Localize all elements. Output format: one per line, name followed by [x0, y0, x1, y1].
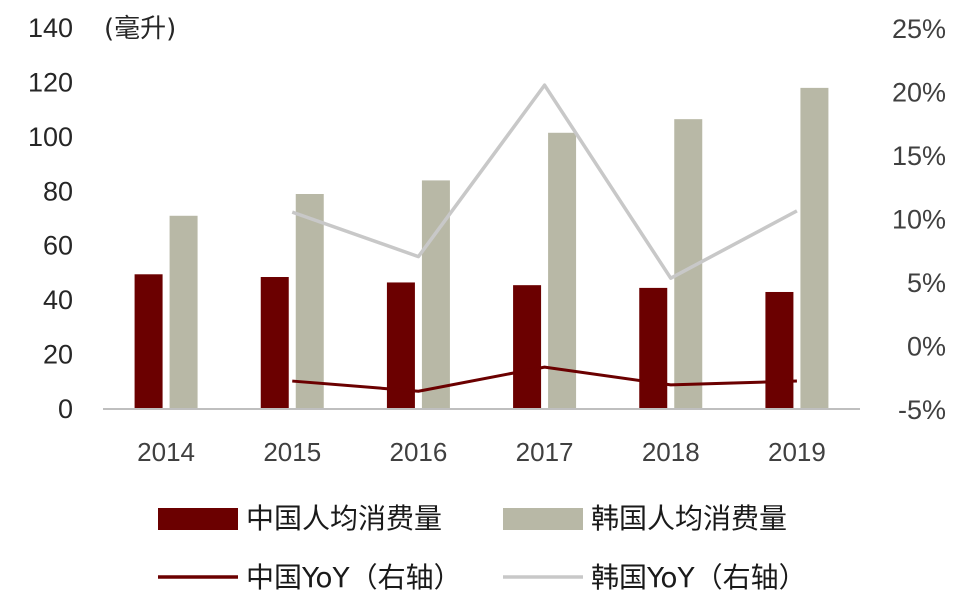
legend-swatch-2 — [503, 508, 583, 530]
legend-label-2: 韩国人均消费量 — [591, 502, 787, 535]
x-tick-2017: 2017 — [516, 437, 574, 467]
left-tick-120: 120 — [28, 67, 73, 97]
right-tick-5%: 5% — [907, 268, 946, 298]
x-tick-2016: 2016 — [389, 437, 447, 467]
right-tick-15%: 15% — [892, 141, 946, 171]
right-tick-0%: 0% — [907, 332, 946, 362]
bar-korea-2016 — [421, 180, 450, 409]
legend-label-4: 韩国YoY（右轴） — [591, 561, 807, 594]
left-tick-0: 0 — [58, 394, 73, 424]
bar-korea-2014 — [169, 215, 198, 409]
x-tick-2015: 2015 — [263, 437, 321, 467]
y-axis-unit: (毫升) — [104, 14, 176, 44]
bar-china-2019 — [765, 291, 794, 409]
right-tick-20%: 20% — [892, 78, 946, 108]
x-tick-2018: 2018 — [642, 437, 700, 467]
bar-china-2018 — [639, 287, 668, 409]
legend-swatch-1 — [158, 508, 238, 530]
x-tick-2014: 2014 — [137, 437, 195, 467]
bars-layer — [134, 87, 829, 410]
x-tick-2019: 2019 — [768, 437, 826, 467]
left-tick-40: 40 — [43, 285, 73, 315]
left-axis-ticks: 0 20 40 60 80 100 120 140 — [28, 13, 73, 424]
x-axis-ticks: 2014 2015 2016 2017 2018 2019 — [137, 437, 826, 467]
left-tick-100: 100 — [28, 122, 73, 152]
bar-china-2014 — [134, 274, 163, 409]
left-tick-60: 60 — [43, 231, 73, 261]
lines-layer — [291, 83, 798, 393]
left-tick-80: 80 — [43, 176, 73, 206]
bar-korea-2015 — [295, 194, 324, 409]
legend-label-3: 中国YoY（右轴） — [246, 561, 462, 594]
line-korea-yoy — [291, 83, 798, 280]
bar-korea-2017 — [548, 132, 577, 409]
right-tick-10%: 10% — [892, 205, 946, 235]
bar-korea-2019 — [800, 87, 829, 409]
right-tick-25%: 25% — [892, 14, 946, 44]
bar-china-2017 — [513, 285, 542, 409]
right-axis-ticks: -5% 0% 5% 10% 15% 20% 25% — [892, 14, 946, 425]
left-tick-140: 140 — [28, 13, 73, 43]
bar-china-2015 — [260, 277, 289, 409]
line-china-yoy — [292, 365, 797, 393]
legend-label-1: 中国人均消费量 — [246, 502, 442, 535]
left-tick-20: 20 — [43, 340, 73, 370]
right-tick--5%: -5% — [898, 395, 946, 425]
